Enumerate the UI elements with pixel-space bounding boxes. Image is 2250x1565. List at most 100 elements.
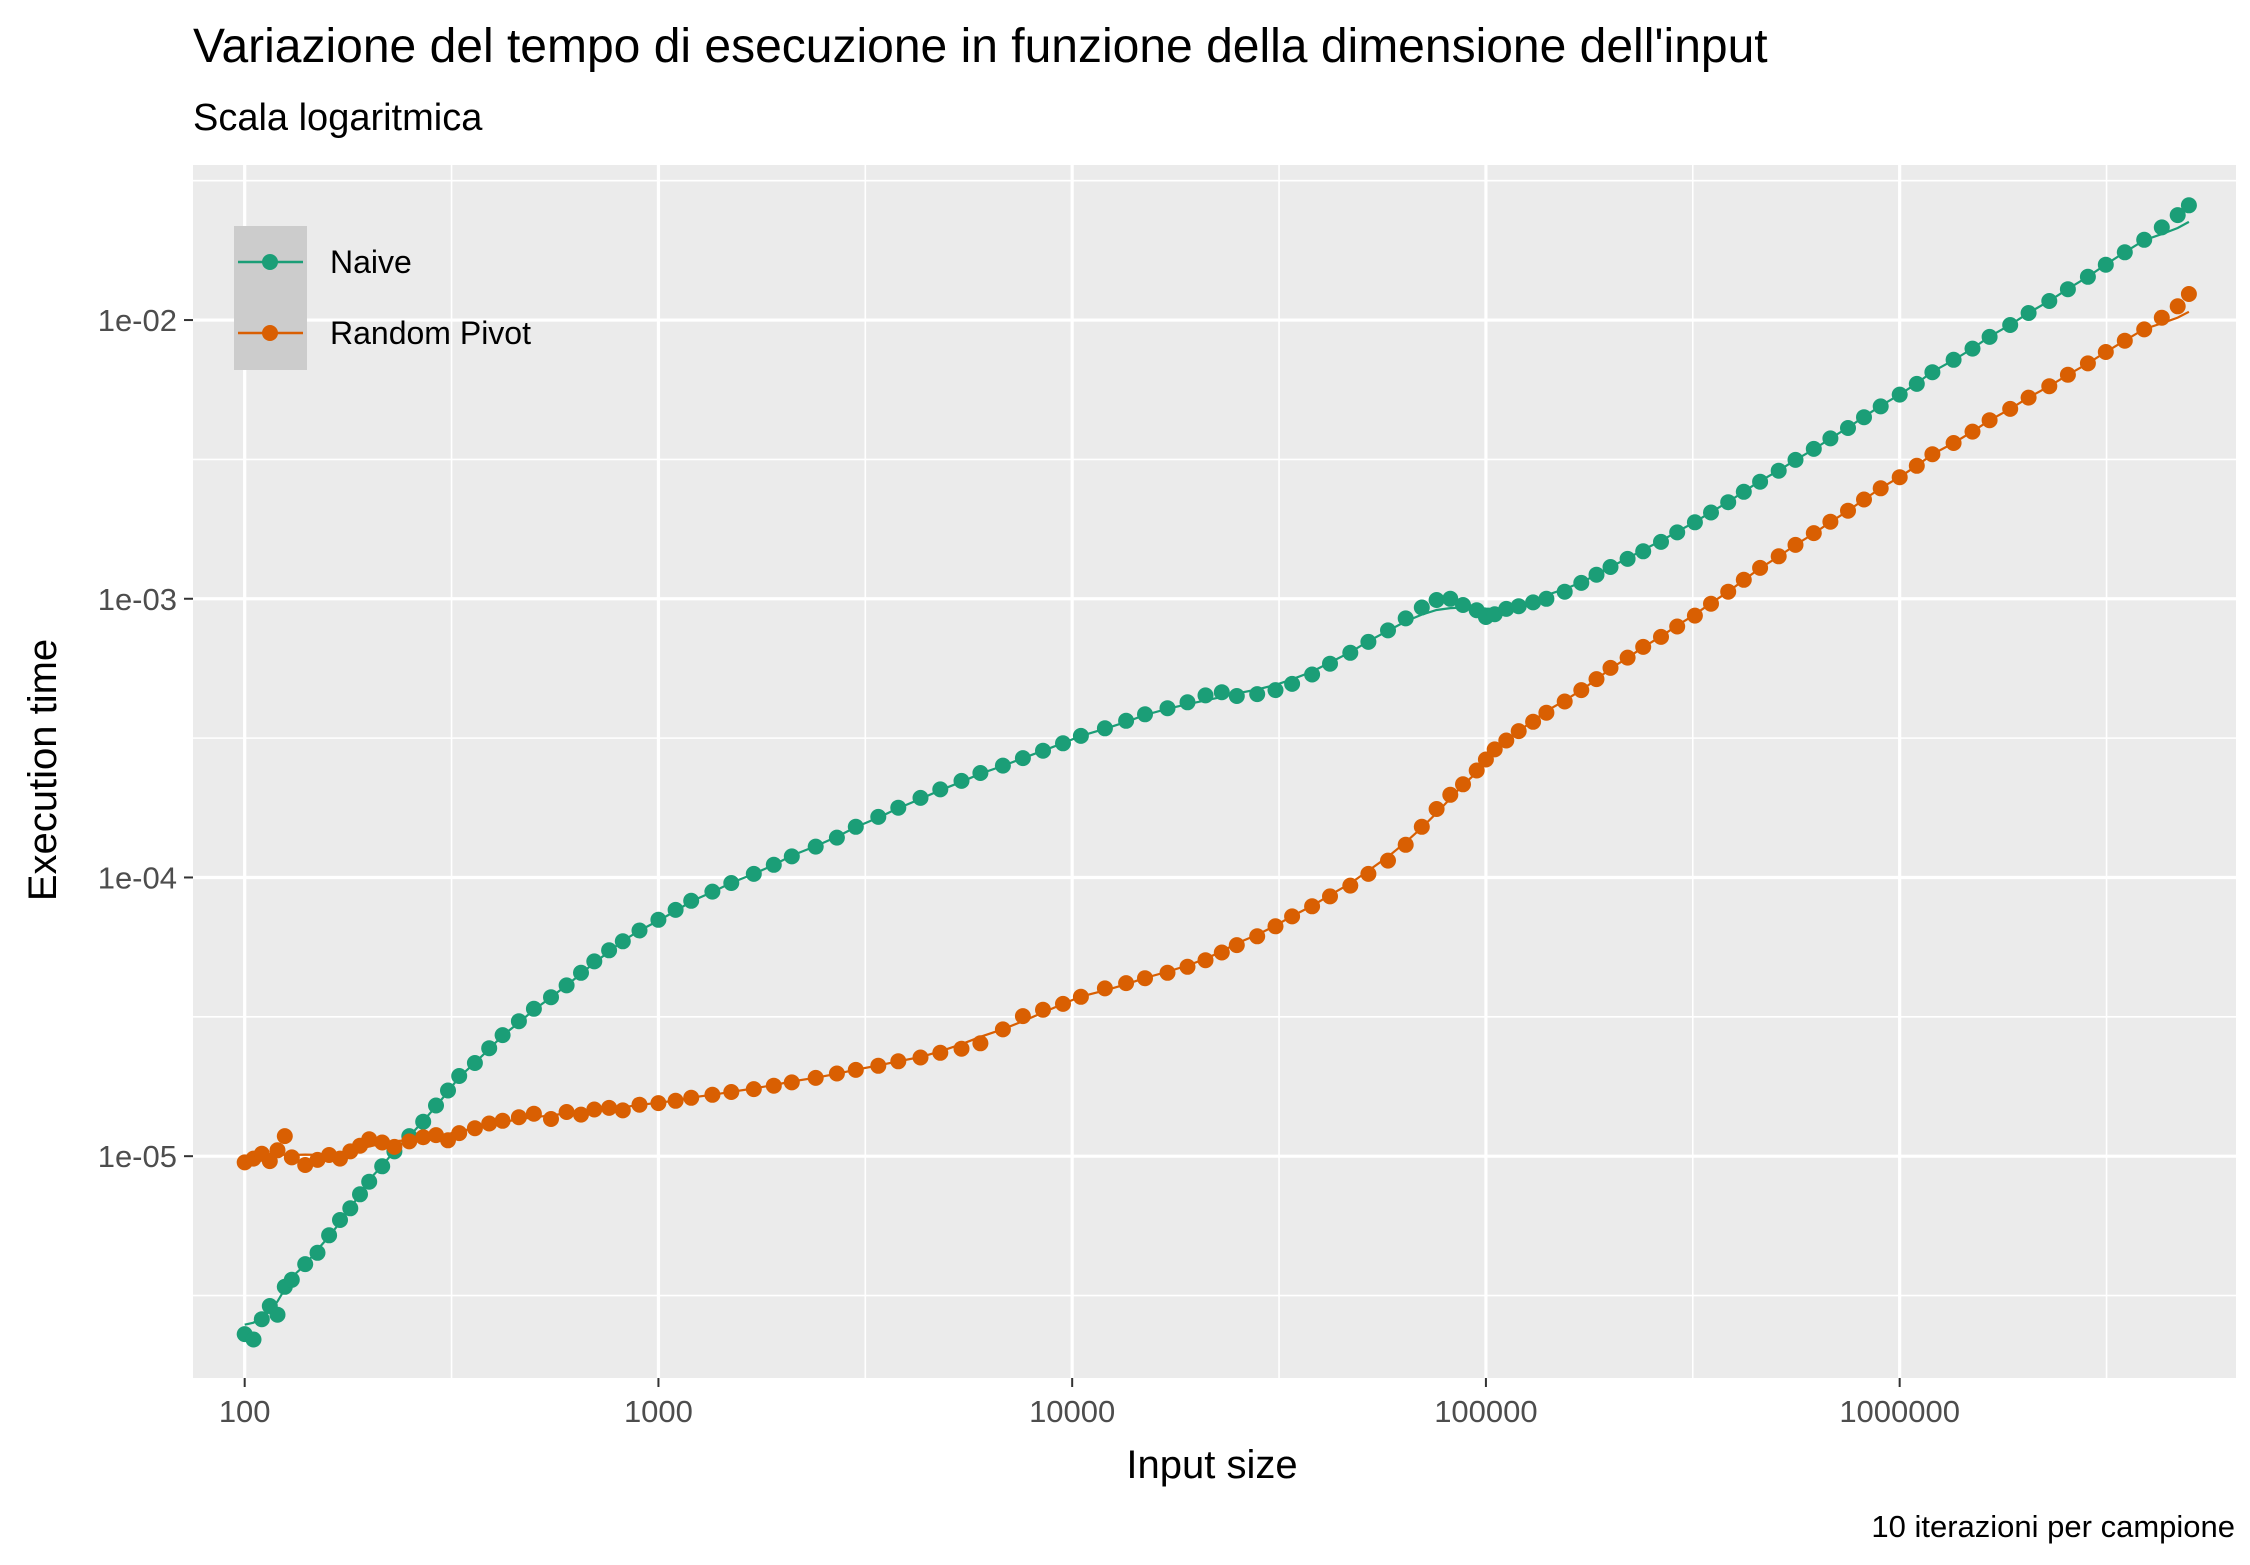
data-point (783, 1074, 800, 1091)
data-point (386, 1138, 403, 1155)
data-point (807, 1069, 824, 1086)
data-point (1538, 590, 1555, 607)
data-point (269, 1306, 286, 1323)
data-point (994, 1021, 1011, 1038)
data-point (1428, 592, 1445, 608)
x-axis-title: Input size (1126, 1443, 1297, 1487)
data-point (745, 865, 762, 882)
data-point (1981, 328, 1998, 345)
data-point (276, 1128, 293, 1145)
data-point (1787, 536, 1804, 553)
data-point (2079, 268, 2096, 285)
legend: Naive Random Pivot (234, 226, 531, 370)
data-point (614, 933, 631, 950)
legend-key-point (262, 254, 278, 270)
data-point (543, 989, 559, 1006)
data-point (297, 1256, 314, 1273)
data-point (1380, 852, 1396, 869)
data-point (2059, 366, 2076, 383)
data-point (1322, 655, 1338, 672)
data-point (1442, 786, 1459, 803)
data-point (1752, 473, 1769, 490)
x-tick-label: 100 (219, 1394, 271, 1429)
data-point (586, 1101, 603, 1118)
data-point (494, 1112, 511, 1129)
data-point (1619, 649, 1636, 666)
data-points (236, 197, 2197, 1348)
data-point (704, 1086, 721, 1103)
grid-minor (193, 165, 2236, 1378)
data-point (342, 1200, 359, 1217)
data-point (1703, 504, 1719, 521)
data-point (1872, 480, 1889, 497)
data-point (332, 1212, 348, 1228)
data-point (2116, 244, 2133, 261)
data-point (1602, 659, 1619, 676)
data-point (1856, 409, 1872, 426)
data-point (1197, 952, 1214, 969)
data-point (2153, 309, 2170, 326)
data-point (321, 1227, 338, 1244)
data-point (1669, 524, 1686, 541)
data-point (1342, 644, 1359, 661)
data-point (1014, 750, 1031, 767)
data-point (912, 1049, 929, 1066)
data-point (650, 1095, 667, 1112)
data-point (481, 1115, 498, 1132)
data-point (953, 1040, 970, 1057)
data-point (1669, 618, 1686, 635)
data-point (1096, 720, 1113, 737)
data-point (972, 765, 989, 781)
data-point (2169, 207, 2186, 224)
data-point (1720, 494, 1737, 511)
data-point (440, 1082, 456, 1099)
grid-major (193, 165, 2236, 1378)
data-point (601, 1099, 618, 1116)
data-point (667, 901, 684, 918)
data-point (1720, 583, 1737, 600)
x-tick-label: 100000 (1434, 1394, 1537, 1429)
data-point (1770, 462, 1787, 479)
data-point (1072, 727, 1089, 744)
x-tick-label: 1000000 (1839, 1394, 1960, 1429)
data-point (1055, 995, 1071, 1012)
data-point (1945, 435, 1962, 451)
y-tick-label: 1e-04 (98, 860, 177, 895)
data-point (1249, 928, 1266, 945)
data-point (2153, 219, 2170, 236)
data-point (1159, 964, 1176, 981)
data-point (1840, 502, 1856, 519)
data-point (631, 922, 648, 939)
data-point (847, 818, 864, 835)
x-tick-label: 10000 (1029, 1394, 1115, 1429)
data-point (870, 1057, 887, 1074)
data-point (466, 1055, 483, 1071)
data-point (2002, 317, 2019, 333)
data-point (1686, 514, 1703, 531)
data-point (631, 1096, 648, 1113)
data-point (1284, 675, 1301, 692)
data-point (1249, 686, 1266, 703)
data-point (428, 1127, 444, 1144)
legend-key-point (262, 325, 278, 341)
data-point (1228, 688, 1245, 704)
data-point (2079, 355, 2096, 372)
data-point (2180, 286, 2197, 302)
data-point (2116, 332, 2133, 349)
data-point (650, 911, 667, 928)
data-point (870, 808, 887, 825)
data-point (1455, 597, 1471, 613)
data-point (415, 1113, 432, 1130)
data-point (1380, 622, 1396, 639)
data-point (1213, 944, 1230, 961)
data-point (510, 1109, 527, 1126)
y-axis: 1e-05 1e-04 1e-03 1e-02 (98, 303, 193, 1174)
data-point (1468, 762, 1485, 779)
data-point (807, 838, 824, 855)
data-point (1397, 610, 1414, 627)
legend-key-background (234, 226, 307, 370)
data-point (1486, 741, 1503, 758)
x-tick-label: 1000 (624, 1394, 693, 1429)
data-point (2020, 389, 2037, 406)
data-point (361, 1173, 378, 1190)
